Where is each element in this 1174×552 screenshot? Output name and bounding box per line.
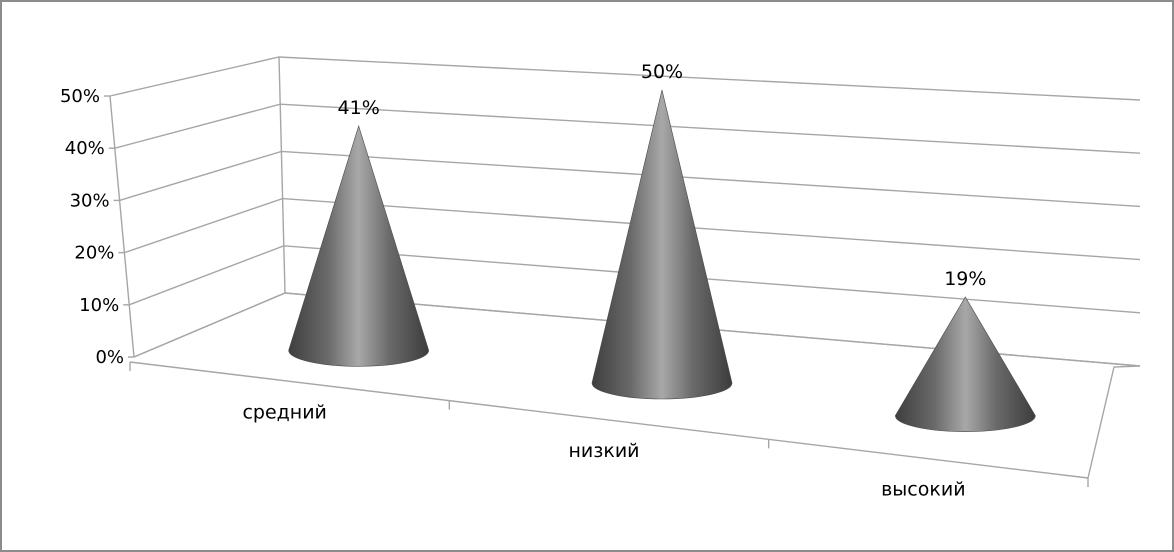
cone-body <box>591 89 733 400</box>
y-axis: 0% 10% 20% 30% 40% 50% <box>60 86 135 368</box>
cone-3 <box>895 296 1036 432</box>
x-axis: средний низкий высокий <box>129 361 1089 501</box>
gridline <box>109 56 1141 101</box>
cone-1 <box>288 124 429 367</box>
gridline <box>128 245 1141 314</box>
y-axis-line <box>109 95 135 358</box>
y-tick-label: 20% <box>74 243 114 264</box>
back-left-edge <box>278 56 286 294</box>
gridline <box>114 103 1141 154</box>
category-label: высокий <box>881 479 965 501</box>
gridlines <box>109 56 1141 367</box>
cone-body <box>895 296 1036 432</box>
data-label: 50% <box>641 61 683 83</box>
y-tick-label: 30% <box>70 190 110 211</box>
y-tick-label: 50% <box>60 86 100 107</box>
cones <box>288 89 1036 432</box>
y-tick-label: 40% <box>65 138 105 159</box>
y-tick-label: 10% <box>79 295 119 316</box>
cone-2 <box>591 89 733 400</box>
gridline <box>133 292 1141 367</box>
category-label: низкий <box>568 440 639 462</box>
y-tick-label: 0% <box>95 347 124 368</box>
data-label: 41% <box>338 97 380 119</box>
category-label: средний <box>242 401 326 423</box>
gridline <box>119 150 1141 208</box>
gridline <box>124 197 1141 261</box>
cone-body <box>288 124 429 367</box>
x-axis-line <box>129 361 1089 479</box>
data-label: 19% <box>944 268 986 290</box>
data-labels: 41% 50% 19% <box>338 61 987 290</box>
